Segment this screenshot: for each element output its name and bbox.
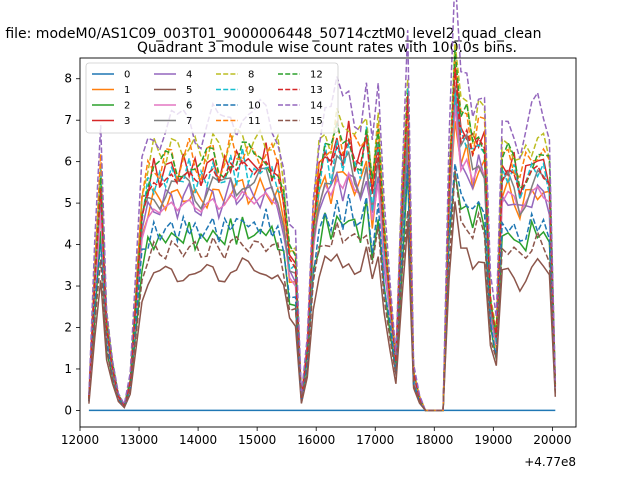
- y-tick-label: 5: [64, 196, 72, 210]
- legend-label-11: 11: [248, 116, 261, 127]
- series-line-12: [88, 49, 557, 412]
- legend-label-14: 14: [310, 101, 323, 112]
- x-tick-label: 17000: [356, 433, 394, 447]
- legend-label-3: 3: [124, 116, 130, 127]
- y-tick-label: 1: [64, 362, 72, 376]
- y-tick-label: 3: [64, 279, 72, 293]
- x-tick-label: 14000: [179, 433, 217, 447]
- x-tick-label: 13000: [120, 433, 158, 447]
- series-line-3: [88, 65, 557, 412]
- x-tick-label: 15000: [238, 433, 276, 447]
- legend-label-12: 12: [310, 70, 323, 81]
- y-axis: 0 1 2 3 4 5 6 7 8: [64, 72, 80, 417]
- x-tick-label: 19000: [474, 433, 512, 447]
- chart-title: Quadrant 3 module wise count rates with …: [137, 40, 517, 56]
- series-line-8: [88, 43, 557, 412]
- legend-label-10: 10: [248, 101, 261, 112]
- x-offset-label: +4.77e8: [524, 455, 576, 469]
- y-tick-label: 6: [64, 155, 72, 169]
- legend-label-15: 15: [310, 116, 323, 127]
- legend-label-6: 6: [186, 101, 192, 112]
- x-tick-label: 18000: [415, 433, 453, 447]
- legend-label-0: 0: [124, 70, 130, 81]
- series-line-5: [88, 201, 557, 412]
- legend-label-13: 13: [310, 85, 323, 96]
- y-tick-label: 2: [64, 320, 72, 334]
- legend-label-5: 5: [186, 85, 192, 96]
- axes-frame: [79, 57, 577, 428]
- x-axis: 12000 13000 14000 15000 16000 17000 18000 19000…: [61, 427, 571, 447]
- series-line-4: [88, 98, 557, 412]
- legend-label-1: 1: [124, 85, 130, 96]
- series-line-15: [88, 170, 557, 412]
- y-tick-label: 7: [64, 113, 72, 127]
- y-tick-label: 4: [64, 238, 72, 252]
- series-line-7: [88, 85, 557, 412]
- series-line-10: [88, 163, 557, 412]
- x-tick-label: 20000: [533, 433, 571, 447]
- legend-label-7: 7: [186, 116, 192, 127]
- legend-label-8: 8: [248, 70, 254, 81]
- figure-suptitle: n file: modeM0/AS1C09_003T01_9000006448_…: [0, 26, 541, 42]
- legend-box: [85, 62, 339, 134]
- series-line-9: [88, 87, 557, 412]
- x-tick-label: 16000: [297, 433, 335, 447]
- legend-label-4: 4: [186, 70, 192, 81]
- y-tick-label: 8: [64, 72, 72, 86]
- series-line-11: [88, 59, 557, 412]
- series-line-13: [88, 68, 557, 412]
- legend-label-9: 9: [248, 85, 254, 96]
- y-tick-label: 0: [64, 403, 72, 417]
- legend-label-2: 2: [124, 101, 130, 112]
- series-line-1: [88, 121, 557, 412]
- x-tick-label: 12000: [61, 433, 99, 447]
